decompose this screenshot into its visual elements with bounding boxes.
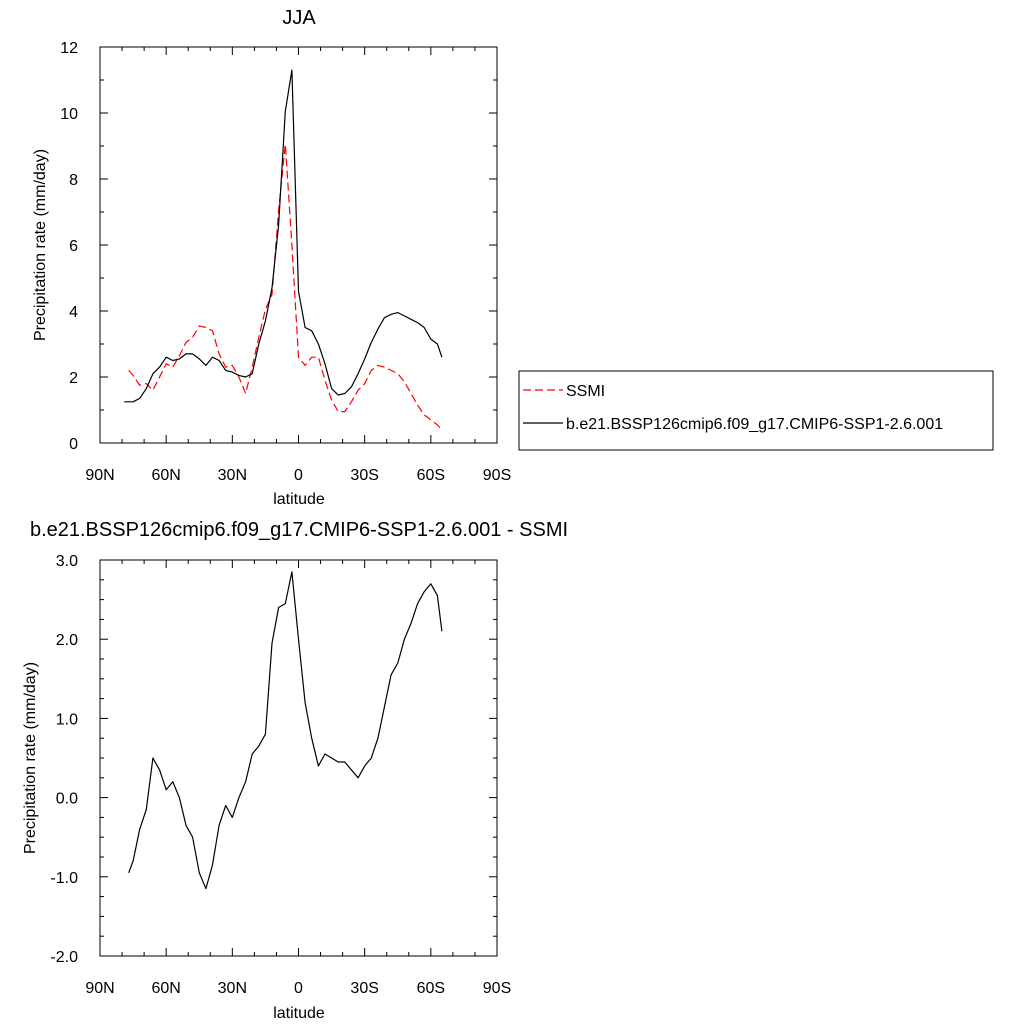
- bottom-chart-x-tick-label: 0: [294, 980, 303, 997]
- bottom-chart-x-tick-label: 60N: [151, 980, 180, 997]
- top-chart-y-tick-label: 12: [60, 40, 78, 57]
- legend-label-ssmi: SSMI: [566, 383, 605, 400]
- bottom-chart-x-tick-label: 90S: [483, 980, 511, 997]
- top-chart-y-axis-label: Precipitation rate (mm/day): [32, 149, 49, 341]
- bottom-chart-y-tick-label: 2.0: [56, 632, 78, 649]
- legend-label-model: b.e21.BSSP126cmip6.f09_g17.CMIP6-SSP1-2.…: [566, 416, 943, 433]
- top-chart-y-tick-label: 6: [69, 238, 78, 255]
- top-chart-frame: [99, 46, 498, 444]
- top-chart-x-tick-label: 0: [294, 467, 303, 484]
- bottom-chart-title: b.e21.BSSP126cmip6.f09_g17.CMIP6-SSP1-2.…: [30, 519, 568, 541]
- legend-box: [518, 370, 994, 451]
- bottom-chart-x-axis-label: latitude: [273, 1005, 325, 1022]
- top-chart-title: JJA: [282, 7, 316, 29]
- bottom-chart-y-axis-label: Precipitation rate (mm/day): [22, 662, 39, 854]
- top-chart-x-tick-label: 60N: [151, 467, 180, 484]
- top-chart-y-tick-label: 10: [60, 106, 78, 123]
- bottom-chart-y-tick-label: -1.0: [50, 870, 78, 887]
- bottom-chart-axes: 90N 60N 30N 0 30S 60S 90S -2.0 -1.0 0.0 1.0 2.0 3.0: [50, 553, 511, 997]
- top-chart-series-line-1: [124, 69, 443, 403]
- bottom-chart-x-tick-label: 30S: [350, 980, 378, 997]
- top-chart-y-tick-label: 2: [69, 370, 78, 387]
- bottom-chart-x-tick-label: 90N: [85, 980, 114, 997]
- top-chart-axes: 90N 60N 30N 0 30S 60S 90S 0 2 4 6 8 10 12: [60, 40, 511, 484]
- top-chart-x-tick-label: 30S: [350, 467, 378, 484]
- bottom-chart-series-line-0: [128, 571, 443, 890]
- top-chart-series-line-0: [128, 143, 443, 431]
- bottom-chart-series: [128, 571, 443, 890]
- bottom-chart-frame: [99, 559, 498, 957]
- top-chart-y-tick-label: 0: [69, 436, 78, 453]
- bottom-chart-y-tick-label: 0.0: [56, 791, 78, 808]
- top-chart-x-tick-label: 90S: [483, 467, 511, 484]
- bottom-chart-x-tick-label: 30N: [218, 980, 247, 997]
- top-chart-y-tick-label: 8: [69, 172, 78, 189]
- bottom-chart-y-tick-label: 3.0: [56, 553, 78, 570]
- top-chart-series: [124, 69, 443, 431]
- top-chart-x-tick-label: 90N: [85, 467, 114, 484]
- bottom-chart-y-tick-label: 1.0: [56, 711, 78, 728]
- top-chart-x-axis-label: latitude: [273, 491, 325, 508]
- top-chart-x-tick-label: 30N: [218, 467, 247, 484]
- legend: SSMI b.e21.BSSP126cmip6.f09_g17.CMIP6-SS…: [518, 370, 994, 451]
- top-chart-x-tick-label: 60S: [417, 467, 445, 484]
- bottom-chart-y-tick-label: -2.0: [50, 949, 78, 966]
- bottom-chart-x-tick-label: 60S: [417, 980, 445, 997]
- top-chart-y-tick-label: 4: [69, 304, 78, 321]
